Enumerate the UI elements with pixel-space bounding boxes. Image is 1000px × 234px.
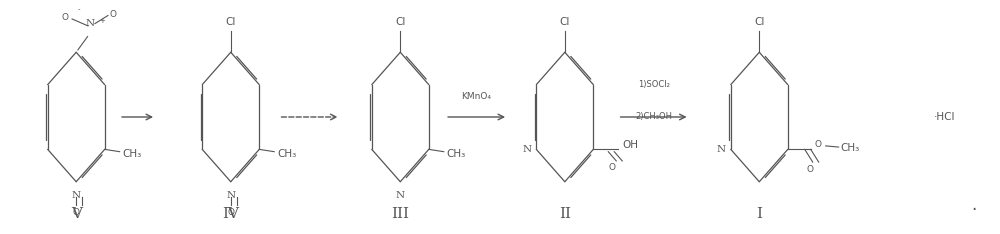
Text: N: N (717, 145, 726, 154)
Text: O: O (815, 140, 822, 149)
Text: N: N (396, 191, 405, 200)
Text: CH₃: CH₃ (447, 149, 466, 159)
Text: Cl: Cl (560, 17, 570, 27)
Text: V: V (71, 207, 82, 221)
Text: OH: OH (622, 140, 638, 150)
Text: 2)CH₃OH: 2)CH₃OH (635, 112, 672, 121)
Text: II: II (559, 207, 571, 221)
Text: N: N (72, 191, 81, 200)
Text: O: O (61, 13, 68, 22)
Text: O: O (609, 163, 616, 172)
Text: III: III (391, 207, 409, 221)
Text: CH₃: CH₃ (841, 143, 860, 153)
Text: N: N (522, 145, 531, 154)
Text: N: N (85, 19, 95, 28)
Text: N: N (226, 191, 235, 200)
Text: Cl: Cl (754, 17, 764, 27)
Text: CH₃: CH₃ (123, 149, 142, 159)
Text: .: . (971, 196, 976, 214)
Text: O: O (73, 208, 80, 217)
Text: Cl: Cl (226, 17, 236, 27)
Text: IV: IV (222, 207, 239, 221)
Text: O: O (806, 165, 813, 174)
Text: 1)SOCl₂: 1)SOCl₂ (638, 80, 670, 89)
Text: +: + (99, 18, 105, 24)
Text: CH₃: CH₃ (277, 149, 296, 159)
Text: I: I (756, 207, 762, 221)
Text: -: - (78, 6, 81, 12)
Text: O: O (110, 10, 117, 19)
Text: O: O (227, 208, 234, 217)
Text: KMnO₄: KMnO₄ (461, 92, 491, 101)
Text: ·HCl: ·HCl (934, 112, 955, 122)
Text: Cl: Cl (395, 17, 405, 27)
